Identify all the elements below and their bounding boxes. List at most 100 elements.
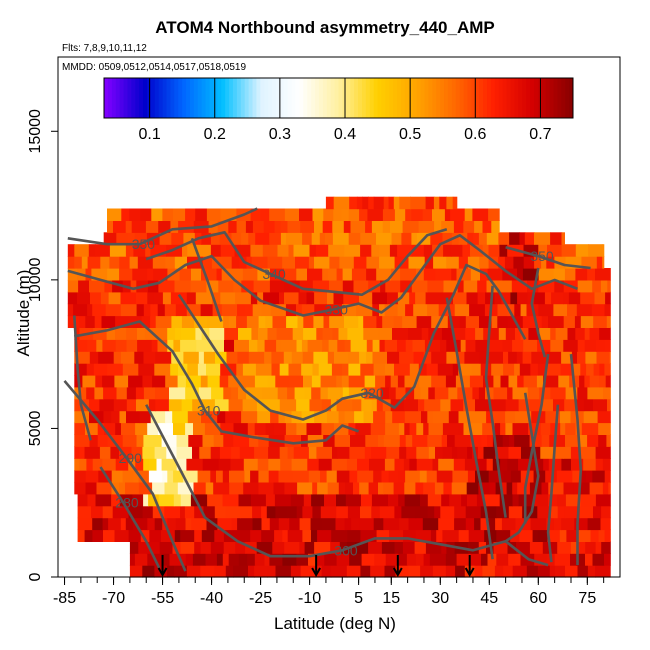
heatmap-cell [516,351,524,364]
heatmap-cell [162,291,172,305]
heatmap-cell [344,339,352,352]
heatmap-cell [147,517,156,531]
heatmap-cell [316,446,333,459]
heatmap-cell [472,208,489,221]
heatmap-cell [279,446,289,459]
heatmap-cell [257,410,271,424]
heatmap-cell [181,398,193,412]
heatmap-cell [329,315,345,328]
heatmap-cell [548,493,558,507]
heatmap-cell [571,351,578,364]
heatmap-cell [483,374,494,388]
heatmap-cell [383,196,390,210]
heatmap-cell [403,458,410,471]
heatmap-cell [351,517,361,531]
heatmap-cell [553,517,562,531]
heatmap-cell [291,351,304,364]
colorbar-cell [291,78,297,118]
heatmap-cell [203,505,216,519]
heatmap-cell [467,256,480,269]
heatmap-cell [442,529,460,542]
heatmap-cell [478,481,490,495]
heatmap-cell [298,291,307,305]
heatmap-cell [213,481,230,495]
heatmap-cell [606,315,611,328]
heatmap-cell [223,315,230,328]
heatmap-cell [346,458,358,471]
heatmap-cell [115,327,127,340]
plot-frame [57,56,621,578]
heatmap-cell [585,541,597,554]
heatmap-cell [111,493,121,507]
heatmap-cell [229,481,244,495]
heatmap-cell [373,196,385,210]
heatmap-cell [508,374,518,388]
heatmap-cell [489,398,507,412]
heatmap-cell [601,244,605,257]
colorbar-tick-label: 0.7 [529,126,551,143]
heatmap-cell [258,327,268,340]
heatmap-cell [190,279,207,293]
heatmap-cell [210,470,217,483]
heatmap-cell [159,232,172,245]
colorbar-cell [287,78,293,118]
heatmap-cell [92,517,104,531]
heatmap-cell [400,268,417,281]
heatmap-cell [267,374,276,388]
heatmap-cell [143,386,156,400]
colorbar-cell [232,78,238,118]
heatmap-cell [579,374,585,388]
heatmap-cell [487,268,503,281]
heatmap-cell [425,291,441,305]
heatmap-cell [250,470,259,483]
heatmap-cell [431,374,447,388]
heatmap-cell [173,470,184,483]
heatmap-cell [238,327,252,340]
heatmap-cell [314,541,331,554]
heatmap-cell [111,481,120,495]
colorbar-cell [393,78,398,118]
heatmap-cell [321,565,332,578]
heatmap-cell [575,327,586,340]
heatmap-cell [287,529,303,542]
heatmap-cell [174,279,192,293]
heatmap-cell [136,398,150,412]
colorbar-cell [154,78,160,118]
heatmap-cell [79,386,87,400]
heatmap-cell [191,268,202,281]
heatmap-cell [285,303,297,317]
heatmap-cell [577,386,588,400]
heatmap-cell [409,291,416,305]
heatmap-cell [357,458,370,471]
heatmap-cell [264,351,272,364]
heatmap-cell [231,256,240,269]
heatmap-cell [476,458,488,471]
heatmap-cell [394,208,406,221]
heatmap-cell [278,517,290,531]
heatmap-cell [470,268,481,281]
heatmap-cell [285,422,297,435]
heatmap-cell [324,232,334,245]
heatmap-cell [219,446,232,459]
heatmap-cell [383,517,400,531]
heatmap-cell [288,244,295,257]
flight-arrow-head [392,567,403,578]
heatmap-cell [194,505,204,519]
heatmap-cell [550,339,564,352]
chart-title: ATOM4 Northbound asymmetry_440_AMP [155,18,495,37]
heatmap-cell [554,279,565,293]
heatmap-cell [275,505,288,519]
heatmap-cell [250,244,264,257]
heatmap-cell [475,398,490,412]
heatmap-cell [108,291,122,305]
heatmap-cell [288,363,302,376]
heatmap-cell [187,410,202,424]
heatmap-cell [210,232,221,245]
heatmap-cell [423,422,430,435]
heatmap-cell [409,458,418,471]
heatmap-cell [181,327,196,340]
heatmap-cell [142,505,154,519]
heatmap-cell [386,446,400,459]
heatmap-cell [249,434,259,447]
heatmap-cell [252,517,262,531]
